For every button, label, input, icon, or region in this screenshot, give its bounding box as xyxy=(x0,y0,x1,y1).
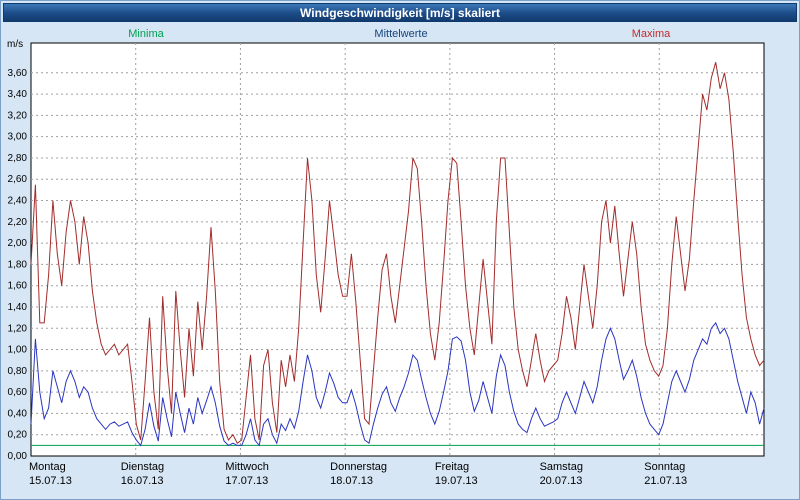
x-date-label: 19.07.13 xyxy=(435,475,478,487)
x-day-label: Freitag xyxy=(435,461,469,473)
series-mittelwerte-line xyxy=(30,321,765,447)
y-tick-label: 2,20 xyxy=(8,217,28,228)
x-date-label: 18.07.13 xyxy=(330,475,373,487)
y-tick-label: 1,20 xyxy=(8,323,28,334)
x-day-label: Montag xyxy=(29,461,66,473)
x-day-label: Mittwoch xyxy=(225,461,268,473)
x-date-label: 20.07.13 xyxy=(540,475,583,487)
y-tick-label: 0,40 xyxy=(8,408,28,419)
x-day-label: Sonntag xyxy=(644,461,685,473)
y-tick-label: 3,40 xyxy=(8,89,28,100)
y-tick-label: 1,40 xyxy=(8,302,28,313)
legend-minima: Minima xyxy=(128,28,164,40)
y-tick-label: 2,00 xyxy=(8,238,28,249)
x-day-label: Donnerstag xyxy=(330,461,387,473)
x-day-label: Dienstag xyxy=(121,461,164,473)
x-date-label: 16.07.13 xyxy=(121,475,164,487)
y-tick-label: 1,80 xyxy=(8,259,28,270)
y-tick-label: 0,20 xyxy=(8,430,28,441)
y-tick-label: 0,00 xyxy=(8,451,28,462)
y-tick-label: 3,00 xyxy=(8,132,28,143)
y-tick-label: 2,60 xyxy=(8,174,28,185)
legend-mittelwerte: Mittelwerte xyxy=(374,28,428,40)
x-date-label: 21.07.13 xyxy=(644,475,687,487)
title-bar: Windgeschwindigkeit [m/s] skaliert xyxy=(3,3,797,22)
x-date-label: 15.07.13 xyxy=(29,475,72,487)
x-date-label: 17.07.13 xyxy=(225,475,268,487)
y-tick-label: 3,60 xyxy=(8,68,28,79)
y-tick-label: 1,00 xyxy=(8,345,28,356)
plot-area xyxy=(30,42,765,457)
y-tick-label: 1,60 xyxy=(8,281,28,292)
x-day-label: Samstag xyxy=(540,461,583,473)
y-tick-label: 3,20 xyxy=(8,110,28,121)
y-tick-label: 0,60 xyxy=(8,387,28,398)
y-axis-unit: m/s xyxy=(7,39,23,50)
legend-maxima: Maxima xyxy=(631,28,671,40)
series-maxima-line xyxy=(30,62,765,444)
y-tick-label: 0,80 xyxy=(8,366,28,377)
chart-title: Windgeschwindigkeit [m/s] skaliert xyxy=(300,6,500,20)
y-tick-label: 2,40 xyxy=(8,196,28,207)
y-tick-label: 2,80 xyxy=(8,153,28,164)
